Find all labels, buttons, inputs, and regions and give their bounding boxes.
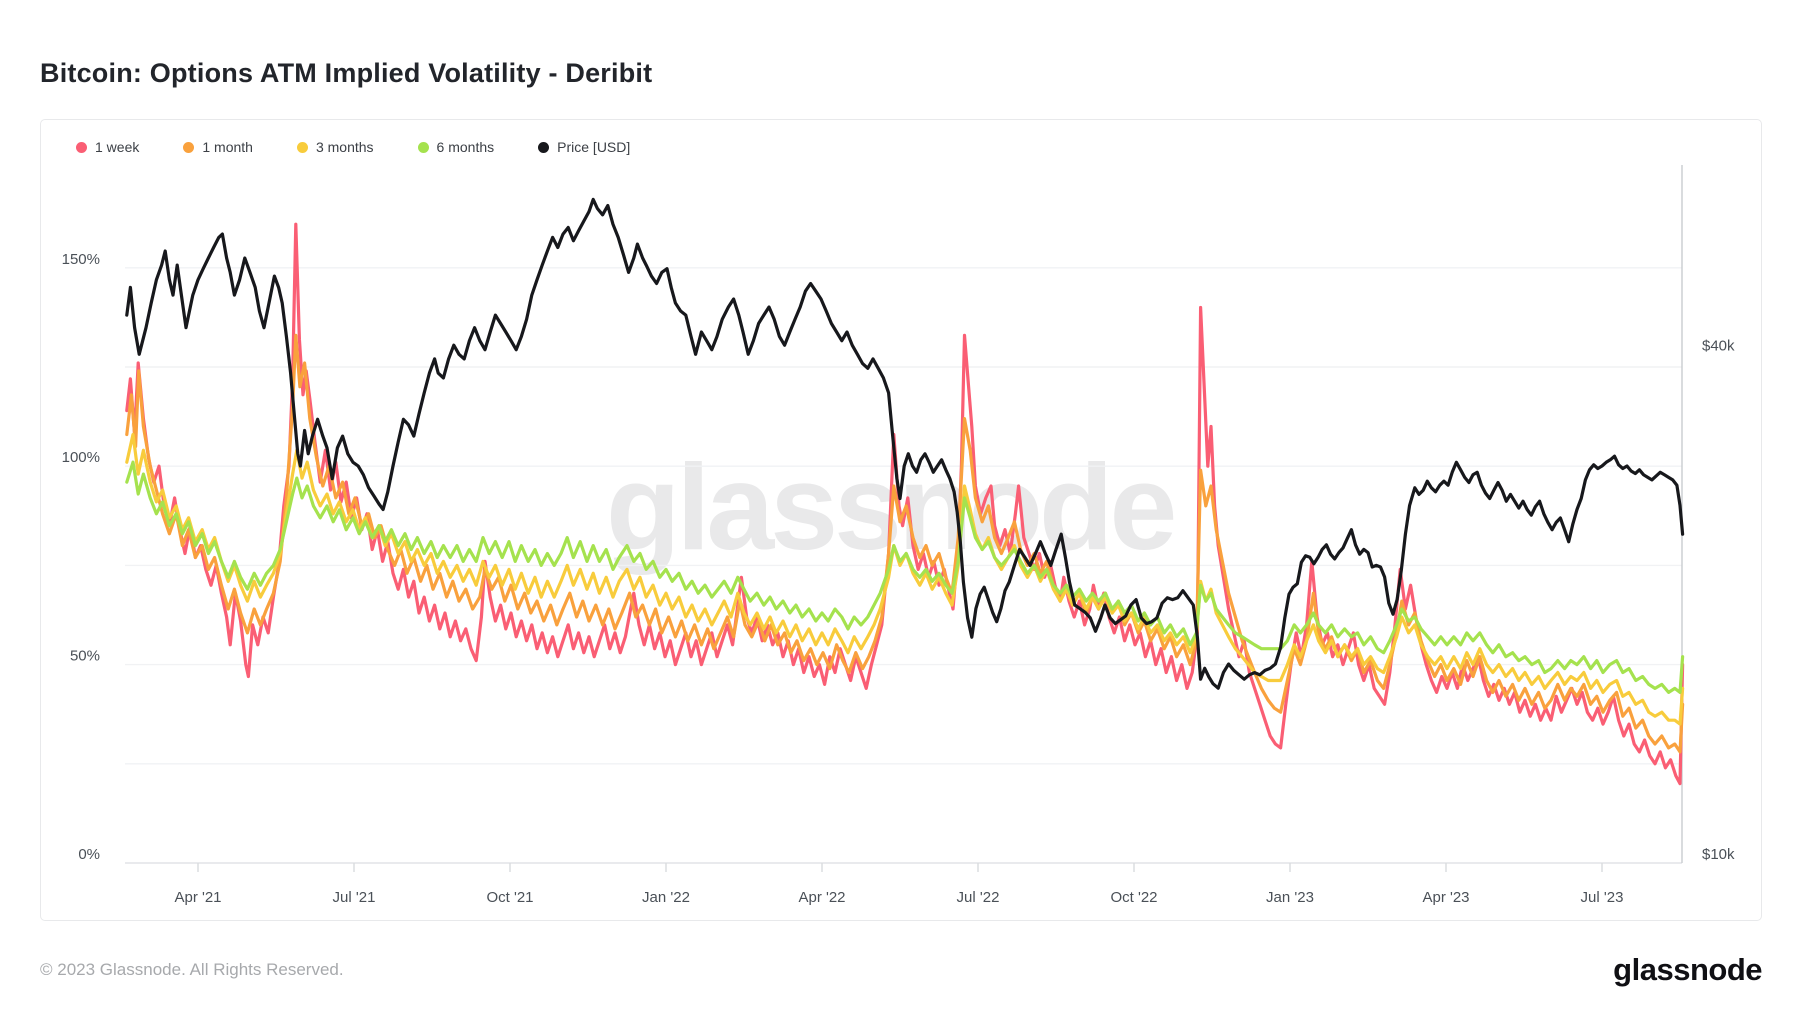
x-tick-label: Jan '23 — [1266, 889, 1314, 906]
legend-item-3-months[interactable]: 3 months — [296, 139, 374, 155]
legend-dot-3-months — [296, 141, 308, 153]
y-tick-label-left: 150% — [62, 251, 100, 268]
legend-item-price[interactable]: Price [USD] — [538, 139, 630, 155]
x-tick-label: Apr '23 — [1422, 889, 1469, 906]
x-tick-label: Oct '22 — [1110, 889, 1157, 906]
legend-label: 6 months — [436, 139, 495, 155]
x-tick-label: Jul '22 — [957, 889, 1000, 906]
legend-dot-1-week — [76, 141, 87, 153]
legend-item-1-month[interactable]: 1 month — [183, 139, 253, 155]
legend-label: Price [USD] — [557, 139, 631, 155]
y-tick-label-left: 100% — [62, 449, 100, 466]
series-6-months — [125, 460, 1685, 695]
y-tick-label-right: $40k — [1702, 337, 1735, 354]
page-title: Bitcoin: Options ATM Implied Volatility … — [40, 58, 653, 89]
legend-dot-1-month — [183, 141, 195, 153]
glassnode-logo[interactable]: glassnode — [1613, 952, 1762, 987]
chart-legend: 1 week 1 month 3 months 6 months Price [USD] — [76, 139, 630, 155]
legend-item-1-week[interactable]: 1 week — [76, 139, 139, 155]
legend-dot-price — [538, 141, 550, 153]
legend-dot-6-months — [417, 141, 429, 153]
copyright-text: © 2023 Glassnode. All Rights Reserved. — [40, 960, 344, 979]
x-tick-label: Apr '21 — [174, 889, 221, 906]
x-tick-label: Oct '21 — [486, 889, 533, 906]
series-1-month — [125, 333, 1685, 754]
series-price — [125, 197, 1685, 690]
y-tick-label-left: 50% — [70, 648, 100, 665]
y-tick-label-right: $10k — [1702, 846, 1735, 863]
x-tick-label: Jul '23 — [1581, 889, 1624, 906]
legend-item-6-months[interactable]: 6 months — [417, 139, 495, 155]
x-tick-label: Apr '22 — [798, 889, 845, 906]
footer: © 2023 Glassnode. All Rights Reserved. g… — [40, 940, 1762, 1000]
legend-label: 3 months — [315, 139, 374, 155]
legend-label: 1 week — [95, 139, 140, 155]
series-1-week — [125, 222, 1685, 786]
legend-label: 1 month — [202, 139, 253, 155]
x-tick-label: Jan '22 — [642, 889, 690, 906]
x-tick-label: Jul '21 — [333, 889, 376, 906]
y-tick-label-left: 0% — [78, 846, 100, 863]
